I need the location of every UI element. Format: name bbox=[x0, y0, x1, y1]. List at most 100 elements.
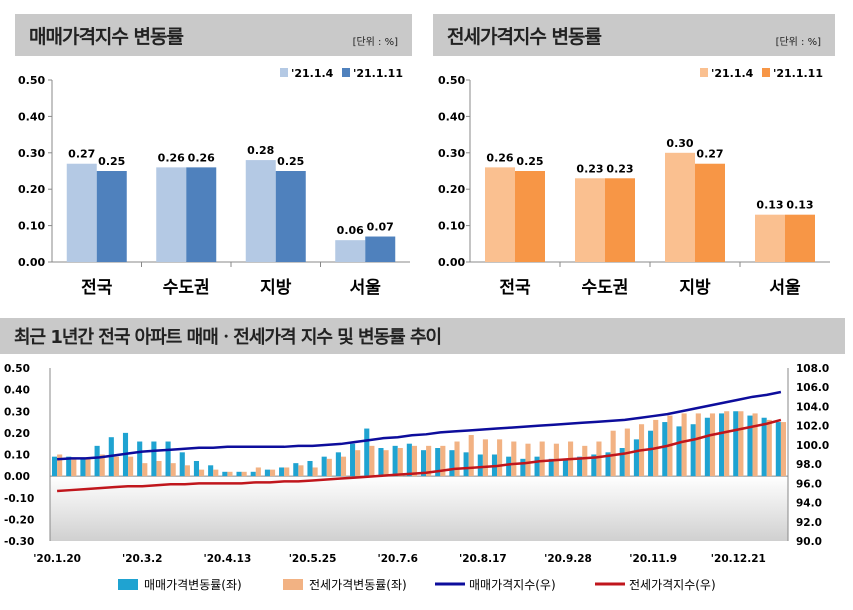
chart3-bar-jeonse bbox=[411, 445, 418, 477]
chart1-bar bbox=[335, 240, 366, 262]
chart1-category-label: 서울 bbox=[350, 278, 382, 298]
chart3-bar-sale bbox=[406, 443, 412, 477]
chart3-bar-sale bbox=[307, 460, 313, 477]
chart3-legend-label: 매매가격지수(우) bbox=[469, 578, 556, 592]
chart3-bar-sale bbox=[548, 458, 554, 477]
chart3-bar-sale bbox=[94, 445, 100, 477]
chart3-bar-jeonse bbox=[156, 460, 162, 477]
chart3-x-tick: '20.3.2 bbox=[122, 553, 162, 565]
chart3-bar-sale bbox=[463, 452, 469, 477]
chart2-y-tick: 0.30 bbox=[438, 147, 465, 160]
chart3-bar-sale bbox=[222, 471, 228, 477]
chart3-bar-sale bbox=[719, 413, 725, 477]
chart3-bar-jeonse bbox=[724, 411, 730, 477]
chart1-y-tick: 0.30 bbox=[18, 147, 45, 160]
chart3-right-tick: 100.0 bbox=[796, 440, 829, 452]
chart3-right-tick: 108.0 bbox=[796, 363, 829, 375]
chart3-bar-jeonse bbox=[397, 448, 403, 477]
chart3-bar-sale bbox=[293, 463, 299, 477]
chart3-bar-jeonse bbox=[298, 465, 304, 477]
chart2-bar bbox=[695, 163, 725, 262]
chart1-header: 매매가격지수 변동률 [단위 : %] bbox=[15, 14, 412, 56]
chart3-bar-sale bbox=[747, 415, 753, 477]
chart3-bar-sale bbox=[577, 456, 583, 477]
chart2-legend-label: '21.1.4 bbox=[711, 67, 754, 80]
chart3-bar-sale bbox=[392, 445, 398, 477]
chart2-y-tick: 0.40 bbox=[438, 110, 465, 123]
chart3-bar-sale bbox=[66, 456, 72, 477]
chart3-bar-sale bbox=[208, 465, 214, 477]
chart3-left-tick: 0.30 bbox=[4, 406, 30, 418]
chart3-x-tick: '20.9.28 bbox=[544, 553, 592, 565]
chart3-bar-jeonse bbox=[284, 467, 290, 477]
chart3-x-tick: '20.1.20 bbox=[33, 553, 81, 565]
chart3-bar-sale bbox=[236, 471, 242, 477]
chart3-right-tick: 94.0 bbox=[796, 498, 822, 510]
chart3-bar-sale bbox=[264, 469, 270, 477]
chart3-bar-jeonse bbox=[184, 465, 190, 477]
chart1-data-label: 0.06 bbox=[337, 224, 364, 237]
chart3-x-tick: '20.11.9 bbox=[629, 553, 677, 565]
chart3-bar-jeonse bbox=[752, 413, 758, 477]
chart3-bar-sale bbox=[449, 450, 455, 477]
chart3-bar-jeonse bbox=[596, 441, 602, 477]
chart3-negative-area bbox=[50, 476, 788, 541]
chart1-legend-swatch bbox=[342, 68, 350, 77]
chart3-left-tick: 0.50 bbox=[4, 363, 30, 375]
chart2-title: 전세가격지수 변동률 bbox=[447, 25, 602, 48]
chart2-y-tick: 0.20 bbox=[438, 183, 465, 196]
chart2-data-label: 0.23 bbox=[576, 162, 603, 175]
chart3-bar-jeonse bbox=[213, 469, 219, 477]
chart2-bar bbox=[755, 214, 785, 262]
chart3-bar-sale bbox=[633, 439, 639, 477]
chart3-left-tick: 0.40 bbox=[4, 385, 30, 397]
chart3-bar-jeonse bbox=[610, 430, 616, 477]
chart3-bar-sale bbox=[51, 456, 58, 477]
chart3-bar-jeonse bbox=[113, 456, 119, 477]
chart2-bar bbox=[665, 152, 695, 262]
chart3-bar-sale bbox=[137, 441, 143, 477]
chart3-bar-jeonse bbox=[497, 439, 503, 477]
chart3-bar-sale bbox=[151, 441, 157, 477]
chart3-bar-sale bbox=[733, 411, 739, 477]
chart3-bar-sale bbox=[321, 456, 327, 477]
chart3-left-tick: -0.10 bbox=[4, 493, 34, 505]
chart1-y-tick: 0.00 bbox=[18, 256, 45, 269]
chart3-bar-jeonse bbox=[709, 413, 716, 477]
chart1-category-label: 수도권 bbox=[163, 278, 210, 298]
chart3-legend-label: 전세가격변동률(좌) bbox=[309, 578, 407, 592]
chart3-bar-sale bbox=[350, 443, 356, 477]
chart1-bar bbox=[245, 160, 276, 262]
chart3-right-tick: 90.0 bbox=[796, 536, 822, 548]
chart2-data-label: 0.25 bbox=[516, 155, 543, 168]
chart2-bar bbox=[575, 178, 605, 262]
chart2-y-tick: 0.50 bbox=[438, 74, 465, 87]
chart2-category-label: 수도권 bbox=[582, 278, 629, 298]
chart3-legend-swatch bbox=[283, 579, 303, 590]
chart1-data-label: 0.28 bbox=[247, 144, 274, 157]
chart3-x-tick: '20.7.6 bbox=[378, 553, 418, 565]
chart3-bar-jeonse bbox=[85, 458, 91, 477]
chart1-title: 매매가격지수 변동률 bbox=[29, 25, 184, 48]
chart3-bar-jeonse bbox=[312, 467, 318, 477]
chart2-bar bbox=[485, 167, 515, 262]
chart3-x-tick: '20.5.25 bbox=[289, 553, 337, 565]
chart2-data-label: 0.23 bbox=[606, 162, 633, 175]
chart1-data-label: 0.27 bbox=[68, 148, 95, 161]
chart3-bar-jeonse bbox=[766, 419, 772, 477]
chart1-category-label: 지방 bbox=[260, 278, 292, 298]
chart1-bar bbox=[156, 167, 187, 262]
chart3-bar-sale bbox=[676, 426, 682, 477]
chart3-line-jeonse-index bbox=[57, 418, 782, 493]
chart3-x-tick: '20.4.13 bbox=[204, 553, 252, 565]
chart3-bar-jeonse bbox=[511, 441, 517, 477]
chart2-y-tick: 0.00 bbox=[438, 256, 465, 269]
chart3-legend-label: 전세가격지수(우) bbox=[629, 578, 716, 592]
chart2-data-label: 0.13 bbox=[786, 199, 813, 212]
chart3-bar-sale bbox=[165, 441, 171, 477]
chart3-bar-sale bbox=[648, 430, 654, 477]
chart2-bar bbox=[515, 171, 545, 262]
chart3-bar-jeonse bbox=[99, 454, 105, 477]
chart3-right-tick: 102.0 bbox=[796, 421, 829, 433]
chart1-bar bbox=[186, 167, 217, 262]
